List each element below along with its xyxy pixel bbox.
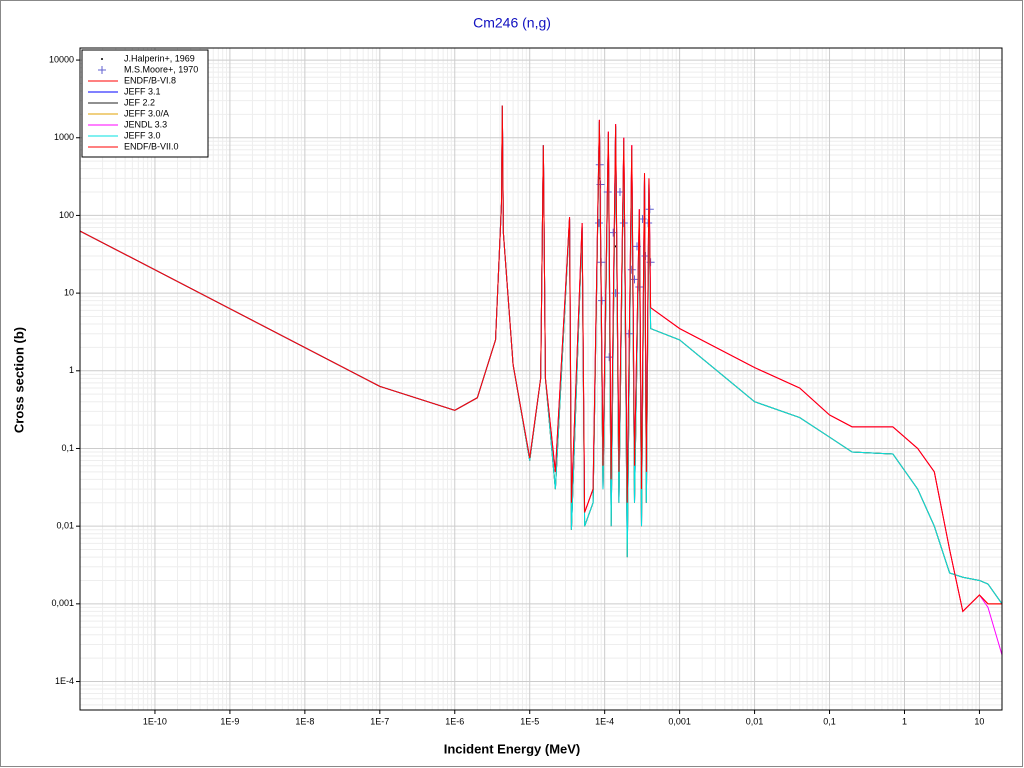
data-point [609,228,618,237]
data-point [594,218,603,227]
data-point [597,296,606,305]
x-tick-label: 1E-10 [143,716,167,726]
y-tick-label: 100 [59,210,74,220]
data-point [619,218,628,227]
y-tick-label: 10000 [49,54,74,64]
x-tick-label: 0,01 [746,716,764,726]
x-tick-label: 1E-5 [520,716,539,726]
y-tick-label: 1 [69,365,74,375]
x-tick-label: 1E-9 [220,716,239,726]
x-tick-label: 1 [902,716,907,726]
y-tick-label: 1E-4 [55,676,74,686]
data-line [80,105,1002,613]
x-axis-label: Incident Energy (MeV) [444,741,581,756]
legend-symbol [98,66,106,74]
legend-label: JENDL 3.3 [124,119,167,129]
x-tick-label: 10 [974,716,984,726]
x-tick-label: 0,1 [823,716,836,726]
y-tick-label: 10 [64,287,74,297]
data-point [630,275,639,284]
legend-label: ENDF/B-VII.0 [124,141,179,151]
plot-border [79,47,1003,711]
plot-area [80,105,1002,656]
legend-label: JEFF 3.1 [124,86,161,96]
data-point [627,265,636,274]
legend-label: JEF 2.2 [124,97,155,107]
x-tick-label: 0,001 [668,716,691,726]
data-point [605,353,614,362]
y-tick-label: 0,1 [61,443,74,453]
data-point [614,245,617,248]
x-tick-label: 1E-4 [595,716,614,726]
chart-title: Cm246 (n,g) [473,15,551,31]
legend-label: ENDF/B-VI.8 [124,75,176,85]
y-tick-label: 0,01 [56,521,74,531]
x-tick-label: 1E-8 [295,716,314,726]
y-axis-label: Cross section (b) [11,327,26,433]
x-tick-label: 1E-7 [370,716,389,726]
legend-label: M.S.Moore+, 1970 [124,64,198,74]
legend-label: J.Halperin+, 1969 [124,53,195,63]
y-tick-label: 1000 [54,132,74,142]
legend-label: JEFF 3.0/A [124,108,169,118]
data-point [624,329,633,338]
x-tick-label: 1E-6 [445,716,464,726]
data-point [611,289,620,298]
legend-symbol [101,58,103,60]
legend-label: JEFF 3.0 [124,130,161,140]
y-tick-label: 0,001 [51,598,74,608]
